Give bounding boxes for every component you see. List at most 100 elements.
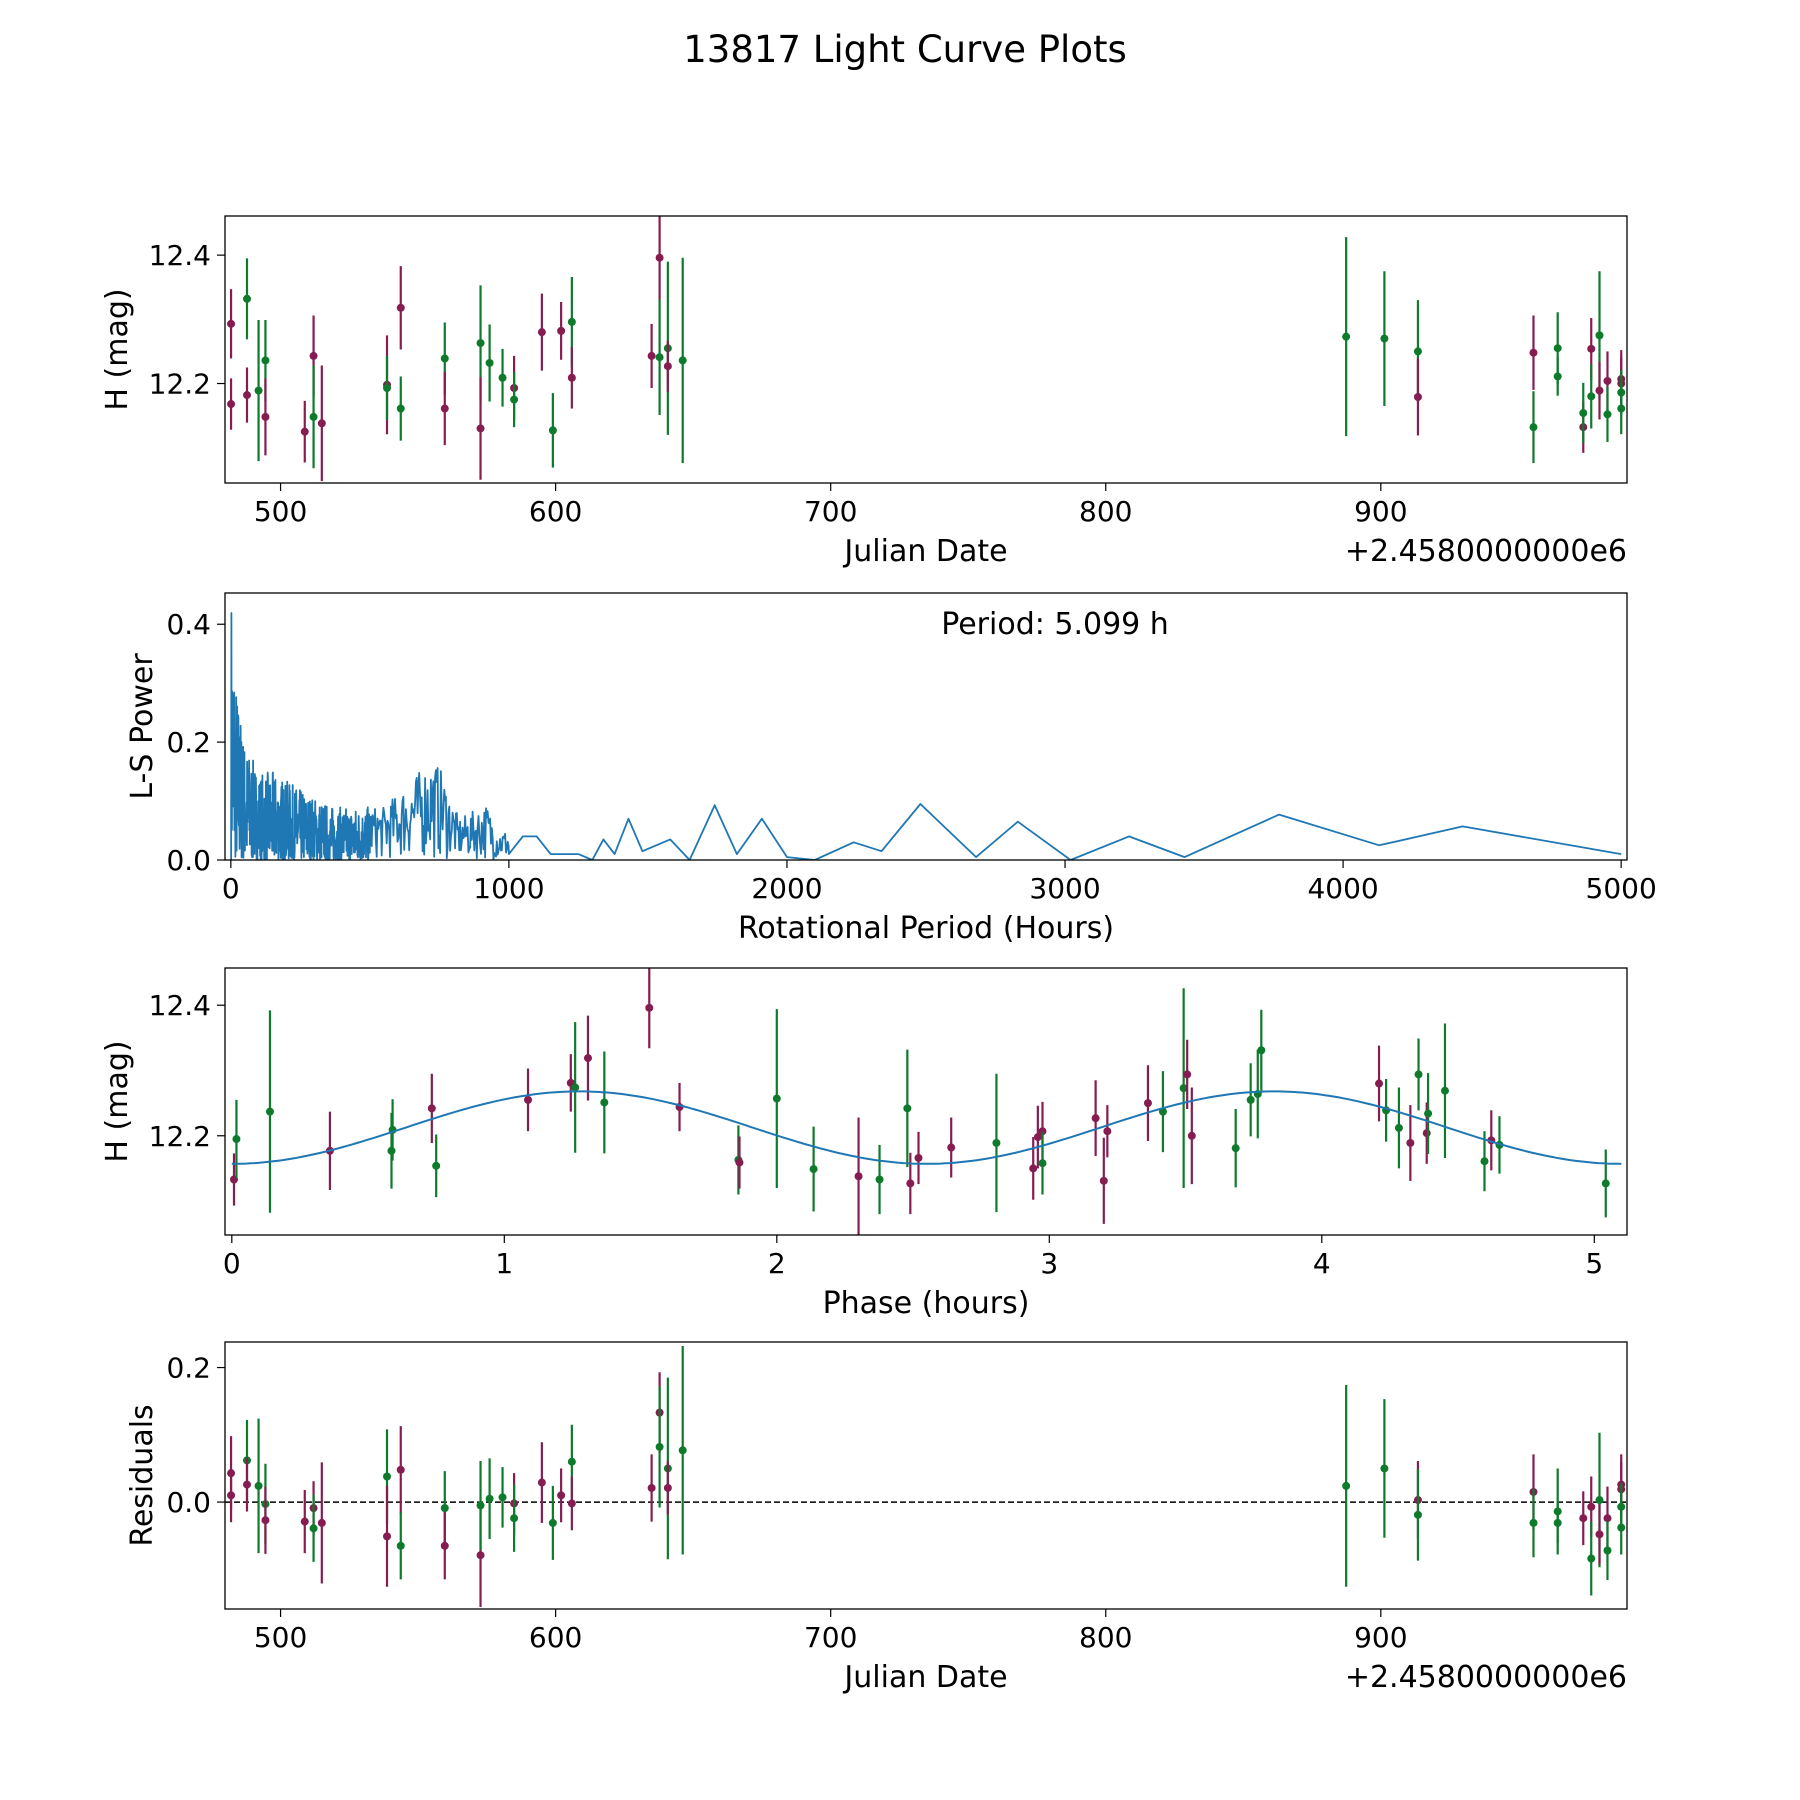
marker xyxy=(1595,1530,1604,1539)
marker xyxy=(300,427,309,436)
marker xyxy=(476,1551,485,1560)
y-tick-label: 0.4 xyxy=(166,608,211,641)
marker xyxy=(227,400,236,409)
marker xyxy=(309,1524,318,1533)
marker xyxy=(243,391,252,400)
marker xyxy=(537,328,546,337)
data-point-maroon xyxy=(227,1468,236,1523)
data-point-maroon xyxy=(663,1461,672,1515)
data-point-green xyxy=(232,1099,241,1179)
marker xyxy=(992,1138,1001,1147)
marker xyxy=(1413,392,1422,401)
x-tick-label: 0 xyxy=(222,872,240,905)
marker xyxy=(1529,348,1538,357)
data-point-maroon xyxy=(557,1468,566,1523)
marker xyxy=(485,358,494,367)
data-point-green xyxy=(1342,1385,1351,1587)
data-point-maroon xyxy=(1529,315,1538,390)
plot-area xyxy=(225,1346,1627,1607)
marker xyxy=(1553,372,1562,381)
data-point-green xyxy=(1553,357,1562,396)
data-point-green xyxy=(1158,1071,1167,1153)
marker xyxy=(655,253,664,262)
data-point-maroon xyxy=(537,293,546,371)
data-point-maroon xyxy=(1595,361,1604,420)
marker xyxy=(1380,334,1389,343)
data-point-green xyxy=(1246,1063,1255,1137)
data-point-green xyxy=(309,365,318,469)
x-tick-label: 2000 xyxy=(751,872,822,905)
marker xyxy=(1422,1129,1431,1138)
data-point-green xyxy=(875,1144,884,1215)
data-point-maroon xyxy=(243,367,252,423)
x-tick-label: 700 xyxy=(804,1621,857,1654)
data-point-maroon xyxy=(1375,1045,1384,1122)
marker xyxy=(1103,1127,1112,1136)
data-point-maroon xyxy=(317,1462,326,1584)
data-point-green xyxy=(1440,1023,1449,1158)
marker xyxy=(1529,423,1538,432)
data-point-maroon xyxy=(914,1131,923,1185)
y-axis-label: L-S Power xyxy=(125,653,160,800)
data-point-green xyxy=(510,371,519,428)
marker xyxy=(663,1483,672,1492)
marker xyxy=(440,1541,449,1550)
y-axis-label: H (mag) xyxy=(100,288,135,410)
axes-frame xyxy=(224,215,1628,484)
x-tick-label: 1000 xyxy=(473,872,544,905)
data-point-green xyxy=(600,1051,609,1154)
marker xyxy=(1595,331,1604,340)
marker xyxy=(1579,409,1588,418)
y-axis-label: H (mag) xyxy=(100,1040,135,1162)
data-point-maroon xyxy=(1103,1105,1112,1158)
marker xyxy=(678,356,687,365)
data-point-green xyxy=(1414,1038,1423,1111)
marker xyxy=(1375,1079,1384,1088)
data-point-green xyxy=(476,1461,485,1550)
marker xyxy=(557,1491,566,1500)
marker xyxy=(567,317,576,326)
data-point-maroon xyxy=(1579,1491,1588,1546)
marker xyxy=(567,373,576,382)
data-point-green xyxy=(243,258,252,340)
marker xyxy=(1143,1099,1152,1108)
marker xyxy=(427,1104,436,1113)
data-point-maroon xyxy=(300,400,309,463)
marker xyxy=(524,1095,533,1104)
marker xyxy=(1414,1070,1423,1079)
data-point-green xyxy=(1603,1520,1612,1581)
x-axis-label: Julian Date xyxy=(842,534,1007,569)
marker xyxy=(1257,1046,1266,1055)
marker xyxy=(432,1161,441,1170)
data-point-green xyxy=(655,1386,664,1508)
marker xyxy=(647,351,656,360)
marker xyxy=(383,1532,392,1541)
data-point-maroon xyxy=(647,1454,656,1522)
marker xyxy=(557,326,566,335)
data-point-maroon xyxy=(583,1015,592,1101)
marker xyxy=(498,373,507,382)
data-point-green xyxy=(903,1049,912,1168)
data-point-green xyxy=(309,1494,318,1562)
marker xyxy=(317,419,326,428)
figure-title: 13817 Light Curve Plots xyxy=(683,28,1127,71)
marker xyxy=(1579,1514,1588,1523)
data-point-maroon xyxy=(383,1485,392,1587)
marker xyxy=(1603,376,1612,385)
marker xyxy=(309,351,318,360)
y-tick-label: 12.2 xyxy=(149,368,211,401)
marker xyxy=(1231,1144,1240,1153)
data-point-green xyxy=(383,355,392,421)
marker xyxy=(1595,1496,1604,1505)
marker xyxy=(1183,1070,1192,1079)
data-point-maroon xyxy=(537,1442,546,1523)
data-point-green xyxy=(396,1512,405,1580)
data-point-maroon xyxy=(243,1457,252,1512)
marker xyxy=(1413,1510,1422,1519)
data-point-green xyxy=(1587,1521,1596,1596)
data-point-maroon xyxy=(1187,1087,1196,1185)
marker xyxy=(772,1094,781,1103)
marker xyxy=(1587,1502,1596,1511)
marker xyxy=(875,1175,884,1184)
data-point-green xyxy=(1038,1131,1047,1195)
